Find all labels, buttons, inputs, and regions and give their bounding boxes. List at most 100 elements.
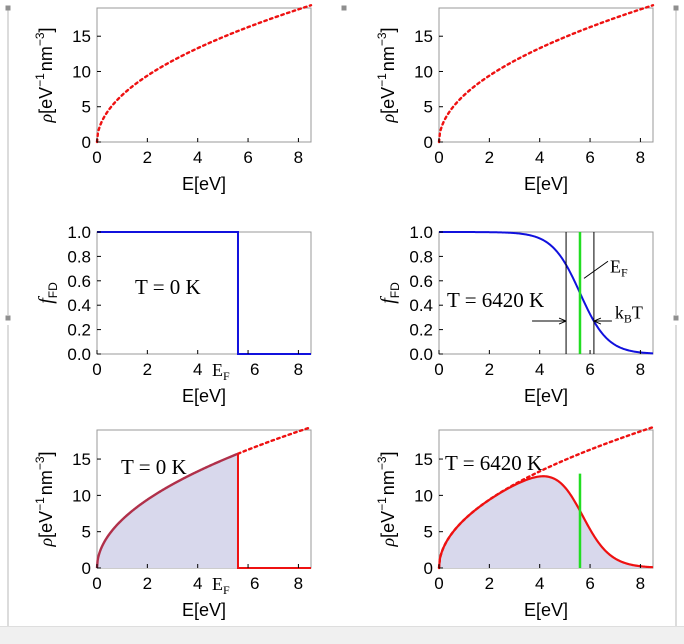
label-part: −1	[33, 497, 47, 511]
y-axis-label: ρ[eV−1 nm−3]	[33, 27, 56, 123]
density-of-states-curve	[437, 425, 655, 570]
x-tick-label: 8	[294, 574, 303, 593]
y-tick-label: 0.4	[67, 296, 91, 315]
x-axis-label: E[eV]	[182, 600, 226, 620]
fermi-energy-tick-label: EF	[212, 574, 230, 597]
fermi-energy-pointer	[583, 260, 609, 279]
frame-resize-handle	[673, 315, 679, 321]
panel-top-left: 0 2 4 6 8 0 5 10 15 E[eV] ρ[eV−1 nm−3]	[33, 4, 313, 194]
x-tick-label: 2	[485, 148, 494, 167]
label-part: ρ	[378, 538, 398, 548]
label-part: [eV	[36, 511, 56, 538]
x-tick-label: 6	[585, 574, 594, 593]
x-tick-label: 0	[434, 148, 443, 167]
x-axis-label: E[eV]	[524, 600, 568, 620]
y-tick-label: 0	[424, 559, 433, 578]
label-part: −1	[33, 73, 47, 87]
y-tick-label: 0.0	[409, 345, 433, 364]
y-tick-label: 0.6	[409, 272, 433, 291]
x-tick-label: 0	[434, 360, 443, 379]
y-tick-label: 0.6	[67, 272, 91, 291]
temperature-label: T = 0 K	[135, 275, 201, 299]
temperature-label: T = 6420 K	[447, 288, 544, 312]
label-part: −3	[375, 456, 389, 470]
y-tick-label: 5	[82, 523, 91, 542]
density-of-states-curve	[437, 4, 655, 144]
x-tick-label: 6	[243, 148, 252, 167]
x-tick-label: 8	[636, 360, 645, 379]
x-tick-label: 2	[143, 574, 152, 593]
y-tick-label: 10	[414, 62, 433, 81]
y-tick-label: 5	[424, 98, 433, 117]
fermi-energy-annotation: EF	[610, 256, 628, 279]
y-tick-label: 5	[424, 523, 433, 542]
x-tick-label: 2	[485, 360, 494, 379]
x-tick-label: 6	[250, 360, 259, 379]
label-part: −1	[375, 497, 389, 511]
x-tick-label: 2	[143, 148, 152, 167]
panel-middle-left: 0 2 4 6 8 0.0 0.2 0.4 0.6 0.8 1.0 E[eV] fFD EF T = 0 K	[35, 223, 312, 406]
label-part: f	[377, 296, 399, 304]
x-tick-label: 0	[92, 360, 101, 379]
x-tick-label: 2	[485, 574, 494, 593]
y-tick-label: 1.0	[409, 223, 433, 242]
label-part: F	[223, 369, 230, 383]
frame-resize-handle	[341, 5, 347, 11]
y-tick-label: 10	[72, 486, 91, 505]
occupied-states-area	[97, 453, 239, 568]
x-axis-label: E[eV]	[524, 174, 568, 194]
temperature-label: T = 6420 K	[445, 451, 542, 475]
label-part: −3	[375, 32, 389, 46]
label-part: E	[212, 360, 223, 380]
y-tick-label: 5	[82, 98, 91, 117]
x-tick-label: 8	[636, 148, 645, 167]
x-tick-label: 0	[92, 148, 101, 167]
x-tick-label: 6	[250, 574, 259, 593]
y-axis-label: ρ[eV−1 nm−3]	[375, 27, 398, 123]
plot-frame	[438, 231, 654, 355]
label-part: [eV	[378, 87, 398, 114]
y-axis-label: fFD	[377, 282, 402, 304]
x-tick-label: 0	[434, 574, 443, 593]
label-part: E	[212, 574, 223, 594]
x-tick-label: 4	[535, 360, 544, 379]
density-of-states-curve	[236, 425, 313, 455]
label-part: ]	[36, 451, 56, 456]
y-tick-label: 0	[82, 133, 91, 152]
window-bottom-strip	[0, 626, 684, 644]
label-part: k	[615, 303, 624, 323]
label-part: T	[632, 303, 643, 323]
y-tick-label: 0.8	[67, 247, 91, 266]
panel-top-right: 0 2 4 6 8 0 5 10 15 E[eV] ρ[eV−1 nm−3]	[375, 4, 655, 194]
frame-resize-handle	[5, 5, 11, 11]
y-tick-label: 0.2	[67, 321, 91, 340]
x-tick-label: 2	[143, 360, 152, 379]
x-tick-label: 6	[585, 360, 594, 379]
label-part: [eV	[36, 87, 56, 114]
y-axis-label: ρ[eV−1 nm−3]	[375, 451, 398, 547]
label-part: ]	[36, 27, 56, 32]
occupied-dos-cutoff	[236, 453, 311, 569]
y-tick-label: 15	[414, 450, 433, 469]
density-of-states-curve	[95, 4, 313, 144]
frame-resize-handle	[673, 5, 679, 11]
y-tick-label: 0.2	[409, 321, 433, 340]
plot-frame	[96, 7, 312, 143]
x-tick-label: 4	[193, 574, 202, 593]
label-part: ]	[378, 451, 398, 456]
x-tick-label: 8	[294, 360, 303, 379]
occupied-dos-curve	[437, 475, 654, 569]
x-tick-label: 0	[92, 574, 101, 593]
y-tick-label: 0	[82, 559, 91, 578]
label-part: FD	[388, 282, 402, 298]
label-part: ρ	[36, 538, 56, 548]
y-tick-label: 10	[72, 62, 91, 81]
x-tick-label: 4	[193, 148, 202, 167]
x-tick-label: 4	[535, 574, 544, 593]
x-tick-label: 8	[636, 574, 645, 593]
x-tick-label: 4	[193, 360, 202, 379]
label-part: FD	[46, 282, 60, 298]
x-axis-label: E[eV]	[524, 386, 568, 406]
label-part: nm	[36, 46, 56, 71]
